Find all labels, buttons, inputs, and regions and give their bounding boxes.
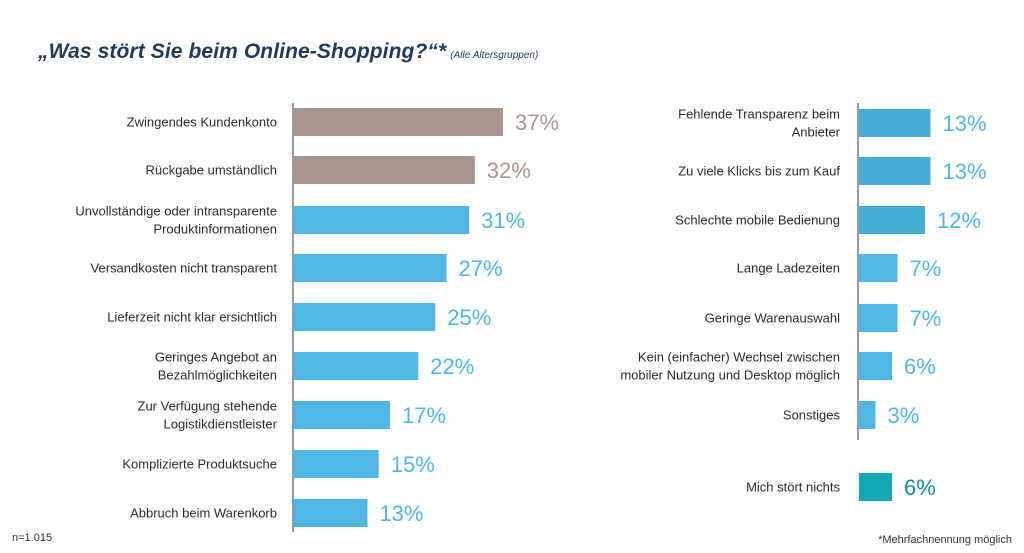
right-value-label-4: 7% <box>910 256 942 281</box>
right-value-label-1: 13% <box>943 111 987 136</box>
right-category-label-2: Zu viele Klicks bis zum Kauf <box>678 164 840 179</box>
left-category-label-6: Geringes Angebot an Bezahlmöglichkeiten <box>155 350 277 383</box>
right-bar-2 <box>859 157 931 185</box>
left-category-label-9: Abbruch beim Warenkorb <box>130 506 277 521</box>
left-value-label-3: 31% <box>481 208 525 233</box>
left-bar-9 <box>294 499 368 527</box>
right-bar-4 <box>859 254 898 282</box>
left-value-label-8: 15% <box>391 452 435 477</box>
right-value-label-6: 6% <box>904 354 936 379</box>
chart-title-block: „Was stört Sie beim Online-Shopping?“* (A… <box>38 40 538 64</box>
right-value-label-2: 13% <box>943 159 987 184</box>
left-value-label-1: 37% <box>515 110 559 135</box>
left-bar-7 <box>294 401 391 429</box>
left-bar-8 <box>294 450 379 478</box>
left-bar-6 <box>294 352 419 380</box>
right-value-label-7: 3% <box>888 403 920 428</box>
left-bar-5 <box>294 303 436 331</box>
left-category-label-1: Zwingendes Kundenkonto <box>127 115 277 130</box>
left-bar-4 <box>294 254 447 282</box>
right-bar-5 <box>859 304 898 332</box>
left-bar-1 <box>294 108 504 136</box>
chart-title: „Was stört Sie beim Online-Shopping?“* <box>38 40 447 63</box>
right-bar-6 <box>859 352 892 380</box>
right-category-label-6: Kein (einfacher) Wechsel zwischen mobiler… <box>620 350 840 383</box>
right-bar-7 <box>859 401 876 429</box>
left-category-label-4: Versandkosten nicht transparent <box>91 261 278 276</box>
left-bar-3 <box>294 206 470 234</box>
left-category-label-8: Komplizierte Produktsuche <box>122 457 277 472</box>
left-value-label-4: 27% <box>459 256 503 281</box>
left-value-label-6: 22% <box>430 354 474 379</box>
multiple-answers-note: *Mehrfachnennung möglich <box>878 534 1012 546</box>
right-value-label-5: 7% <box>910 306 942 331</box>
right-value-label-8: 6% <box>904 475 936 500</box>
left-value-label-2: 32% <box>487 158 531 183</box>
chart-subtitle: (Alle Altersgruppen) <box>450 50 539 61</box>
right-category-label-8: Mich stört nichts <box>746 480 840 495</box>
left-value-label-5: 25% <box>447 305 491 330</box>
left-bar-2 <box>294 156 475 184</box>
right-category-label-5: Geringe Warenauswahl <box>705 311 840 326</box>
left-category-label-3: Unvollständige oder intransparente Produk… <box>75 204 277 237</box>
right-category-label-1: Fehlende Transparenz beim Anbieter <box>678 107 841 140</box>
left-value-label-7: 17% <box>402 403 446 428</box>
sample-size-note: n=1.015 <box>12 532 53 544</box>
right-bar-3 <box>859 206 925 234</box>
right-bar-1 <box>859 109 931 137</box>
left-category-label-5: Lieferzeit nicht klar ersichtlich <box>107 310 277 325</box>
left-category-label-7: Zur Verfügung stehende Logistikdienstleis… <box>138 399 278 432</box>
right-category-label-7: Sonstiges <box>783 408 841 423</box>
left-category-label-2: Rückgabe umständlich <box>145 163 277 178</box>
right-value-label-3: 12% <box>937 208 981 233</box>
left-value-label-9: 13% <box>379 501 423 526</box>
right-category-label-4: Lange Ladezeiten <box>737 261 840 276</box>
right-category-label-3: Schlechte mobile Bedienung <box>675 213 840 228</box>
right-bar-8 <box>859 473 892 501</box>
